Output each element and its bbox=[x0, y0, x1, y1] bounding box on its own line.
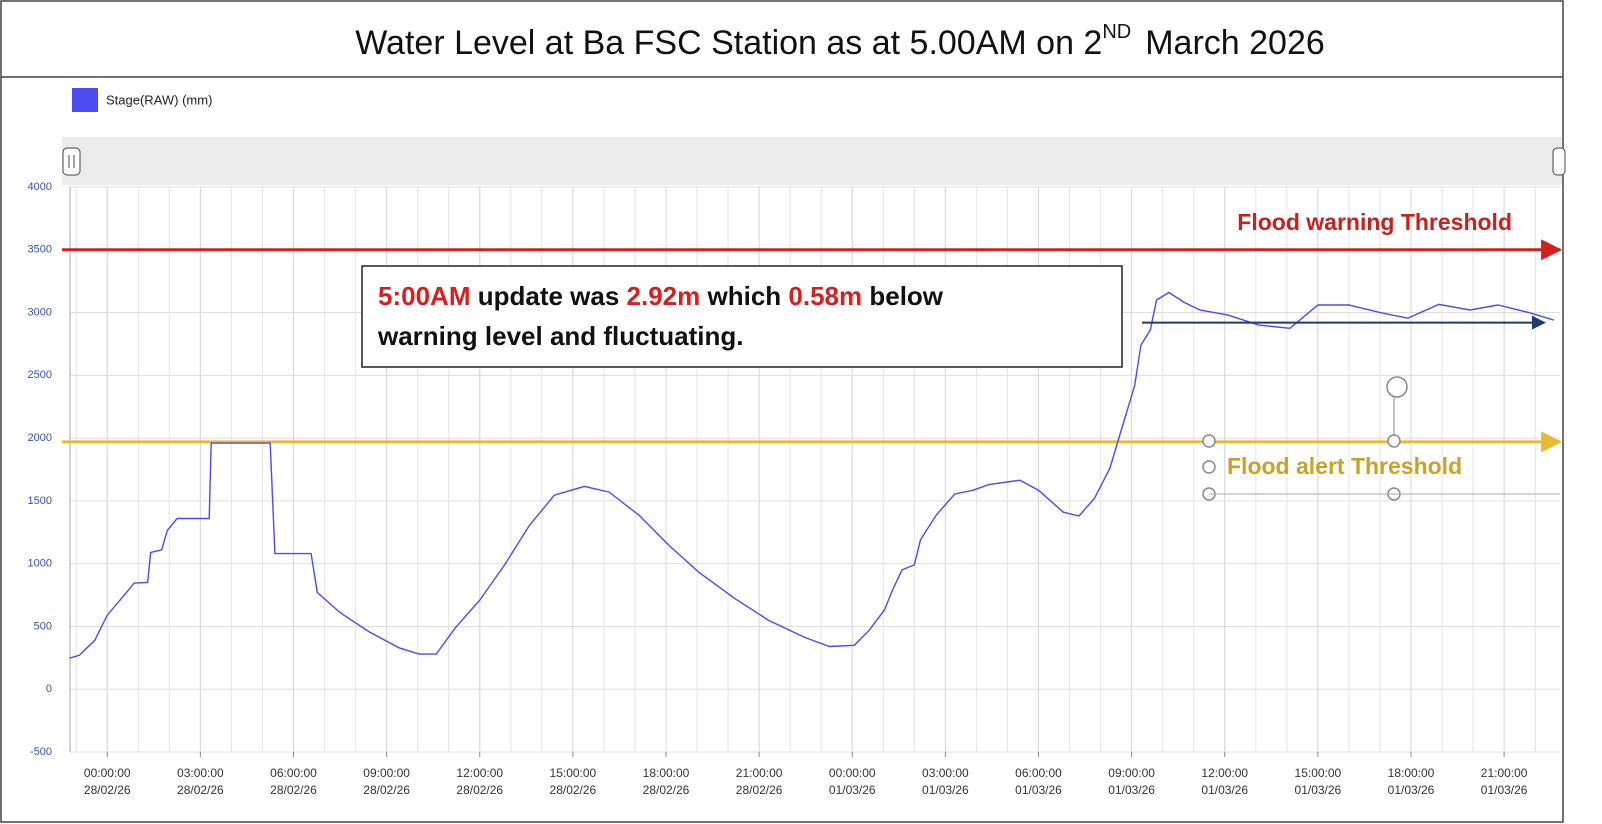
x-tick-label: 01/03/26 bbox=[922, 783, 969, 797]
y-tick-label: 0 bbox=[46, 683, 52, 695]
x-tick-label: 15:00:00 bbox=[1295, 766, 1342, 780]
scroll-handle[interactable] bbox=[62, 147, 81, 176]
x-tick-label: 12:00:00 bbox=[1201, 766, 1248, 780]
rotate-handle bbox=[1386, 376, 1408, 398]
annotation-part: warning level and fluctuating. bbox=[377, 321, 744, 351]
x-tick-label: 09:00:00 bbox=[363, 766, 410, 780]
annotation-part: update was bbox=[470, 281, 626, 311]
x-tick-label: 21:00:00 bbox=[1481, 766, 1528, 780]
x-tick-label: 18:00:00 bbox=[643, 766, 690, 780]
x-tick-label: 06:00:00 bbox=[1015, 766, 1062, 780]
scrollbar[interactable] bbox=[62, 137, 1562, 185]
x-tick-label: 28/02/26 bbox=[736, 783, 783, 797]
threshold-label: Flood warning Threshold bbox=[1237, 209, 1512, 235]
x-tick-label: 01/03/26 bbox=[1295, 783, 1342, 797]
y-tick-label: 1000 bbox=[28, 558, 52, 570]
y-tick-label: -500 bbox=[30, 746, 52, 758]
x-tick-label: 03:00:00 bbox=[922, 766, 969, 780]
scroll-handle[interactable] bbox=[1552, 147, 1566, 176]
y-tick-label: 4000 bbox=[28, 181, 52, 193]
threshold-label: Flood alert Threshold bbox=[1227, 453, 1462, 479]
x-tick-label: 28/02/26 bbox=[84, 783, 131, 797]
annotation-part: which bbox=[700, 281, 788, 311]
handle bbox=[1387, 434, 1401, 448]
x-tick-label: 01/03/26 bbox=[1388, 783, 1435, 797]
x-tick-label: 28/02/26 bbox=[363, 783, 410, 797]
legend-label: Stage(RAW) (mm) bbox=[106, 92, 212, 107]
x-tick-label: 06:00:00 bbox=[270, 766, 317, 780]
x-tick-label: 15:00:00 bbox=[550, 766, 597, 780]
annotation-line: 5:00AM update was 2.92m which 0.58m belo… bbox=[378, 281, 944, 311]
annotation-part: 5:00AM bbox=[378, 281, 470, 311]
y-tick-label: 1500 bbox=[28, 495, 52, 507]
annotation-part: 0.58m bbox=[788, 281, 862, 311]
title-superscript: ND bbox=[1102, 21, 1131, 43]
chart-title: Water Level at Ba FSC Station as at 5.00… bbox=[355, 21, 1325, 62]
x-tick-label: 03:00:00 bbox=[177, 766, 224, 780]
x-tick-label: 18:00:00 bbox=[1388, 766, 1435, 780]
y-tick-label: 500 bbox=[34, 620, 52, 632]
x-tick-label: 12:00:00 bbox=[456, 766, 503, 780]
annotation: 5:00AM update was 2.92m which 0.58m belo… bbox=[377, 281, 944, 351]
x-tick-label: 00:00:00 bbox=[84, 766, 131, 780]
x-tick-label: 00:00:00 bbox=[829, 766, 876, 780]
x-tick-label: 01/03/26 bbox=[1015, 783, 1062, 797]
x-tick-label: 28/02/26 bbox=[643, 783, 690, 797]
selection-handles bbox=[1202, 376, 1408, 501]
x-tick-label: 01/03/26 bbox=[1481, 783, 1528, 797]
series-line bbox=[69, 291, 1555, 659]
y-tick-label: 3000 bbox=[28, 306, 52, 318]
x-tick-label: 21:00:00 bbox=[736, 766, 783, 780]
x-tick-label: 09:00:00 bbox=[1108, 766, 1155, 780]
annotation-part: below bbox=[862, 281, 944, 311]
handle bbox=[1202, 460, 1216, 474]
y-tick-label: 2000 bbox=[28, 432, 52, 444]
y-tick-label: 2500 bbox=[28, 369, 52, 381]
annotation-part: 2.92m bbox=[627, 281, 701, 311]
title-text-end: March 2026 bbox=[1145, 24, 1325, 62]
x-tick-label: 01/03/26 bbox=[1201, 783, 1248, 797]
x-tick-label: 01/03/26 bbox=[829, 783, 876, 797]
x-tick-label: 28/02/26 bbox=[177, 783, 224, 797]
handle bbox=[1202, 434, 1216, 448]
x-tick-label: 01/03/26 bbox=[1108, 783, 1155, 797]
title-text: Water Level at Ba FSC Station as at 5.00… bbox=[355, 24, 1102, 62]
annotation-line: warning level and fluctuating. bbox=[377, 321, 744, 351]
x-tick-label: 28/02/26 bbox=[270, 783, 317, 797]
x-tick-label: 28/02/26 bbox=[456, 783, 503, 797]
legend-swatch bbox=[72, 88, 98, 112]
y-tick-label: 3500 bbox=[28, 244, 52, 256]
x-tick-label: 28/02/26 bbox=[550, 783, 597, 797]
annotation-box bbox=[361, 265, 1123, 368]
